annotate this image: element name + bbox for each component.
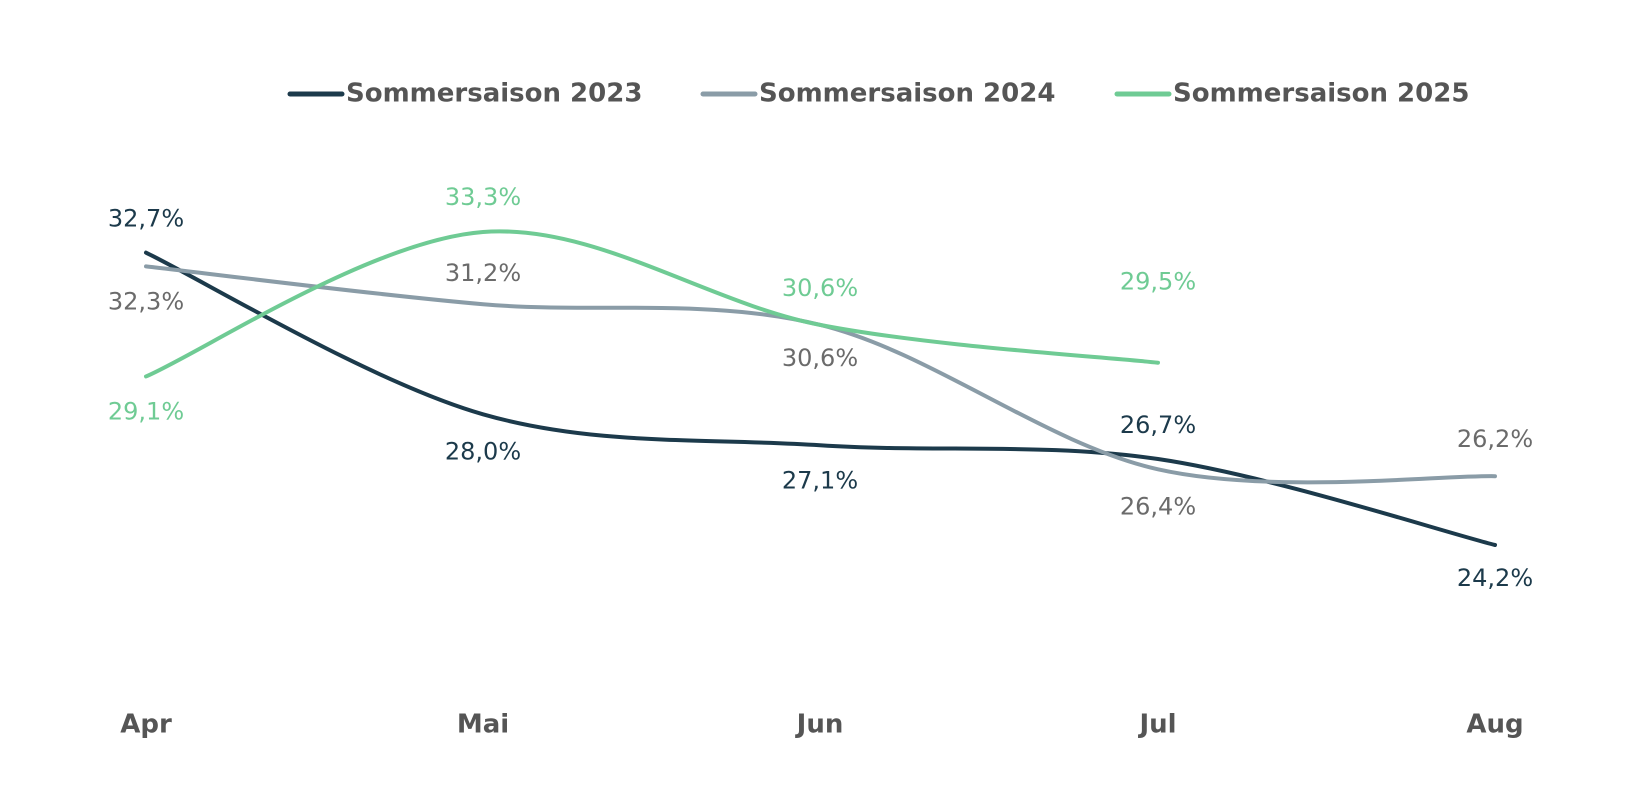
- x-tick-label: Mai: [457, 710, 509, 740]
- series-line: [144, 229, 1160, 379]
- x-tick-label: Jul: [1137, 710, 1176, 740]
- data-label: 26,7%: [1120, 411, 1196, 439]
- data-label: 30,6%: [782, 274, 858, 302]
- data-label: 33,3%: [445, 183, 521, 211]
- data-label: 27,1%: [782, 466, 858, 494]
- data-label: 32,3%: [108, 287, 184, 315]
- legend-label: Sommersaison 2023: [346, 79, 642, 109]
- data-label: 26,2%: [1457, 425, 1533, 453]
- x-tick-label: Jun: [795, 710, 844, 740]
- data-label: 24,2%: [1457, 564, 1533, 592]
- data-label: 26,4%: [1120, 492, 1196, 520]
- data-label: 29,1%: [108, 397, 184, 425]
- x-tick-label: Apr: [120, 710, 172, 740]
- data-label: 31,2%: [445, 259, 521, 287]
- legend-label: Sommersaison 2025: [1173, 79, 1469, 109]
- data-label: 30,6%: [782, 344, 858, 372]
- data-label: 28,0%: [445, 437, 521, 465]
- data-label: 32,7%: [108, 205, 184, 233]
- legend-label: Sommersaison 2024: [759, 79, 1055, 109]
- data-label: 29,5%: [1120, 268, 1196, 296]
- x-tick-label: Aug: [1466, 710, 1523, 740]
